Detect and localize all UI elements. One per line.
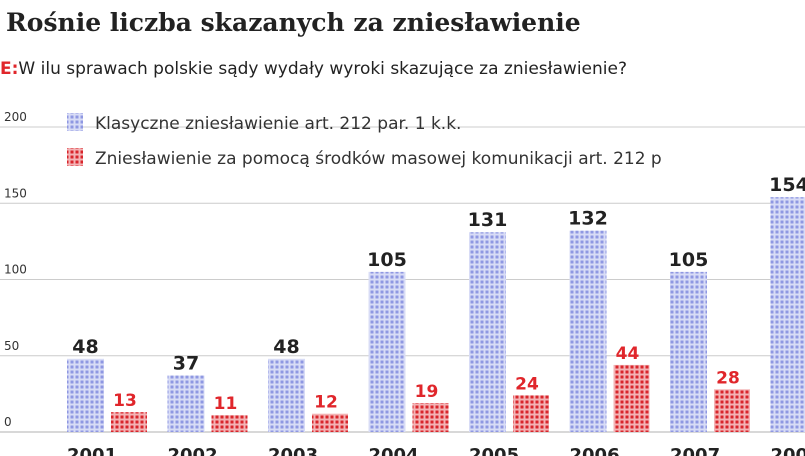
subtitle-marker: E: <box>0 59 19 79</box>
subtitle-text: W ilu sprawach polskie sądy wydały wyrok… <box>18 59 627 79</box>
bar-klasyczne-2001 <box>67 358 104 432</box>
bar-klasyczne-200 <box>770 197 805 432</box>
data-label-masowa-2006: 44 <box>616 344 640 364</box>
bar-masowa-2001 <box>111 412 147 432</box>
x-tick-label-2007: 2007 <box>670 445 720 456</box>
data-label-klasyczne-2003: 48 <box>273 336 299 358</box>
bar-masowa-2003 <box>312 413 348 432</box>
x-tick-label-2005: 2005 <box>469 445 519 456</box>
x-tick-label-2004: 2004 <box>369 445 419 456</box>
bar-klasyczne-2002 <box>167 375 205 432</box>
bar-masowa-2005 <box>513 395 549 432</box>
y-tick-label: 100 <box>4 263 27 277</box>
x-tick-label-2002: 2002 <box>168 445 218 456</box>
data-label-masowa-2005: 24 <box>515 374 539 394</box>
data-label-masowa-2007: 28 <box>716 368 740 388</box>
data-label-masowa-2002: 11 <box>214 394 238 414</box>
legend-label-klasyczne: Klasyczne zniesławienie art. 212 par. 1 … <box>95 114 461 134</box>
x-tick-label-2006: 2006 <box>570 445 620 456</box>
y-tick-label: 0 <box>4 415 12 429</box>
data-label-klasyczne-2001: 48 <box>72 336 98 358</box>
legend-swatch-klasyczne <box>67 113 83 131</box>
data-label-klasyczne-2004: 105 <box>367 249 407 271</box>
x-tick-label-200: 200 <box>771 445 805 456</box>
bar-masowa-2007 <box>714 389 750 432</box>
y-tick-label: 200 <box>4 110 27 124</box>
legend-label-masowa-komunikacja: Zniesławienie za pomocą środków masowej … <box>95 149 662 169</box>
data-label-klasyczne-2007: 105 <box>669 249 709 271</box>
bar-masowa-2004 <box>412 403 449 432</box>
y-tick-label: 150 <box>4 186 27 200</box>
chart-title: Rośnie liczba skazanych za zniesławienie <box>6 8 581 37</box>
x-tick-label-2001: 2001 <box>67 445 117 456</box>
bar-klasyczne-2006 <box>569 230 607 432</box>
bar-masowa-2002 <box>211 415 248 432</box>
bar-masowa-2006 <box>613 364 650 432</box>
data-label-masowa-2003: 12 <box>314 393 338 413</box>
bar-klasyczne-2003 <box>268 358 305 432</box>
bar-klasyczne-2005 <box>469 232 506 432</box>
data-label-masowa-2001: 13 <box>113 391 137 411</box>
data-label-klasyczne-2005: 131 <box>468 209 508 231</box>
bar-klasyczne-2004 <box>368 271 406 432</box>
data-label-klasyczne-2002: 37 <box>173 353 199 375</box>
legend-swatch-masowa-komunikacja <box>67 148 83 166</box>
data-label-klasyczne-2006: 132 <box>568 208 608 230</box>
y-tick-label: 50 <box>4 339 19 353</box>
chart-subtitle: E:W ilu sprawach polskie sądy wydały wyr… <box>0 59 627 79</box>
bar-klasyczne-2007 <box>670 271 707 432</box>
x-tick-label-2003: 2003 <box>268 445 318 456</box>
data-label-klasyczne-200: 154 <box>769 174 805 196</box>
data-label-masowa-2004: 19 <box>415 382 439 402</box>
